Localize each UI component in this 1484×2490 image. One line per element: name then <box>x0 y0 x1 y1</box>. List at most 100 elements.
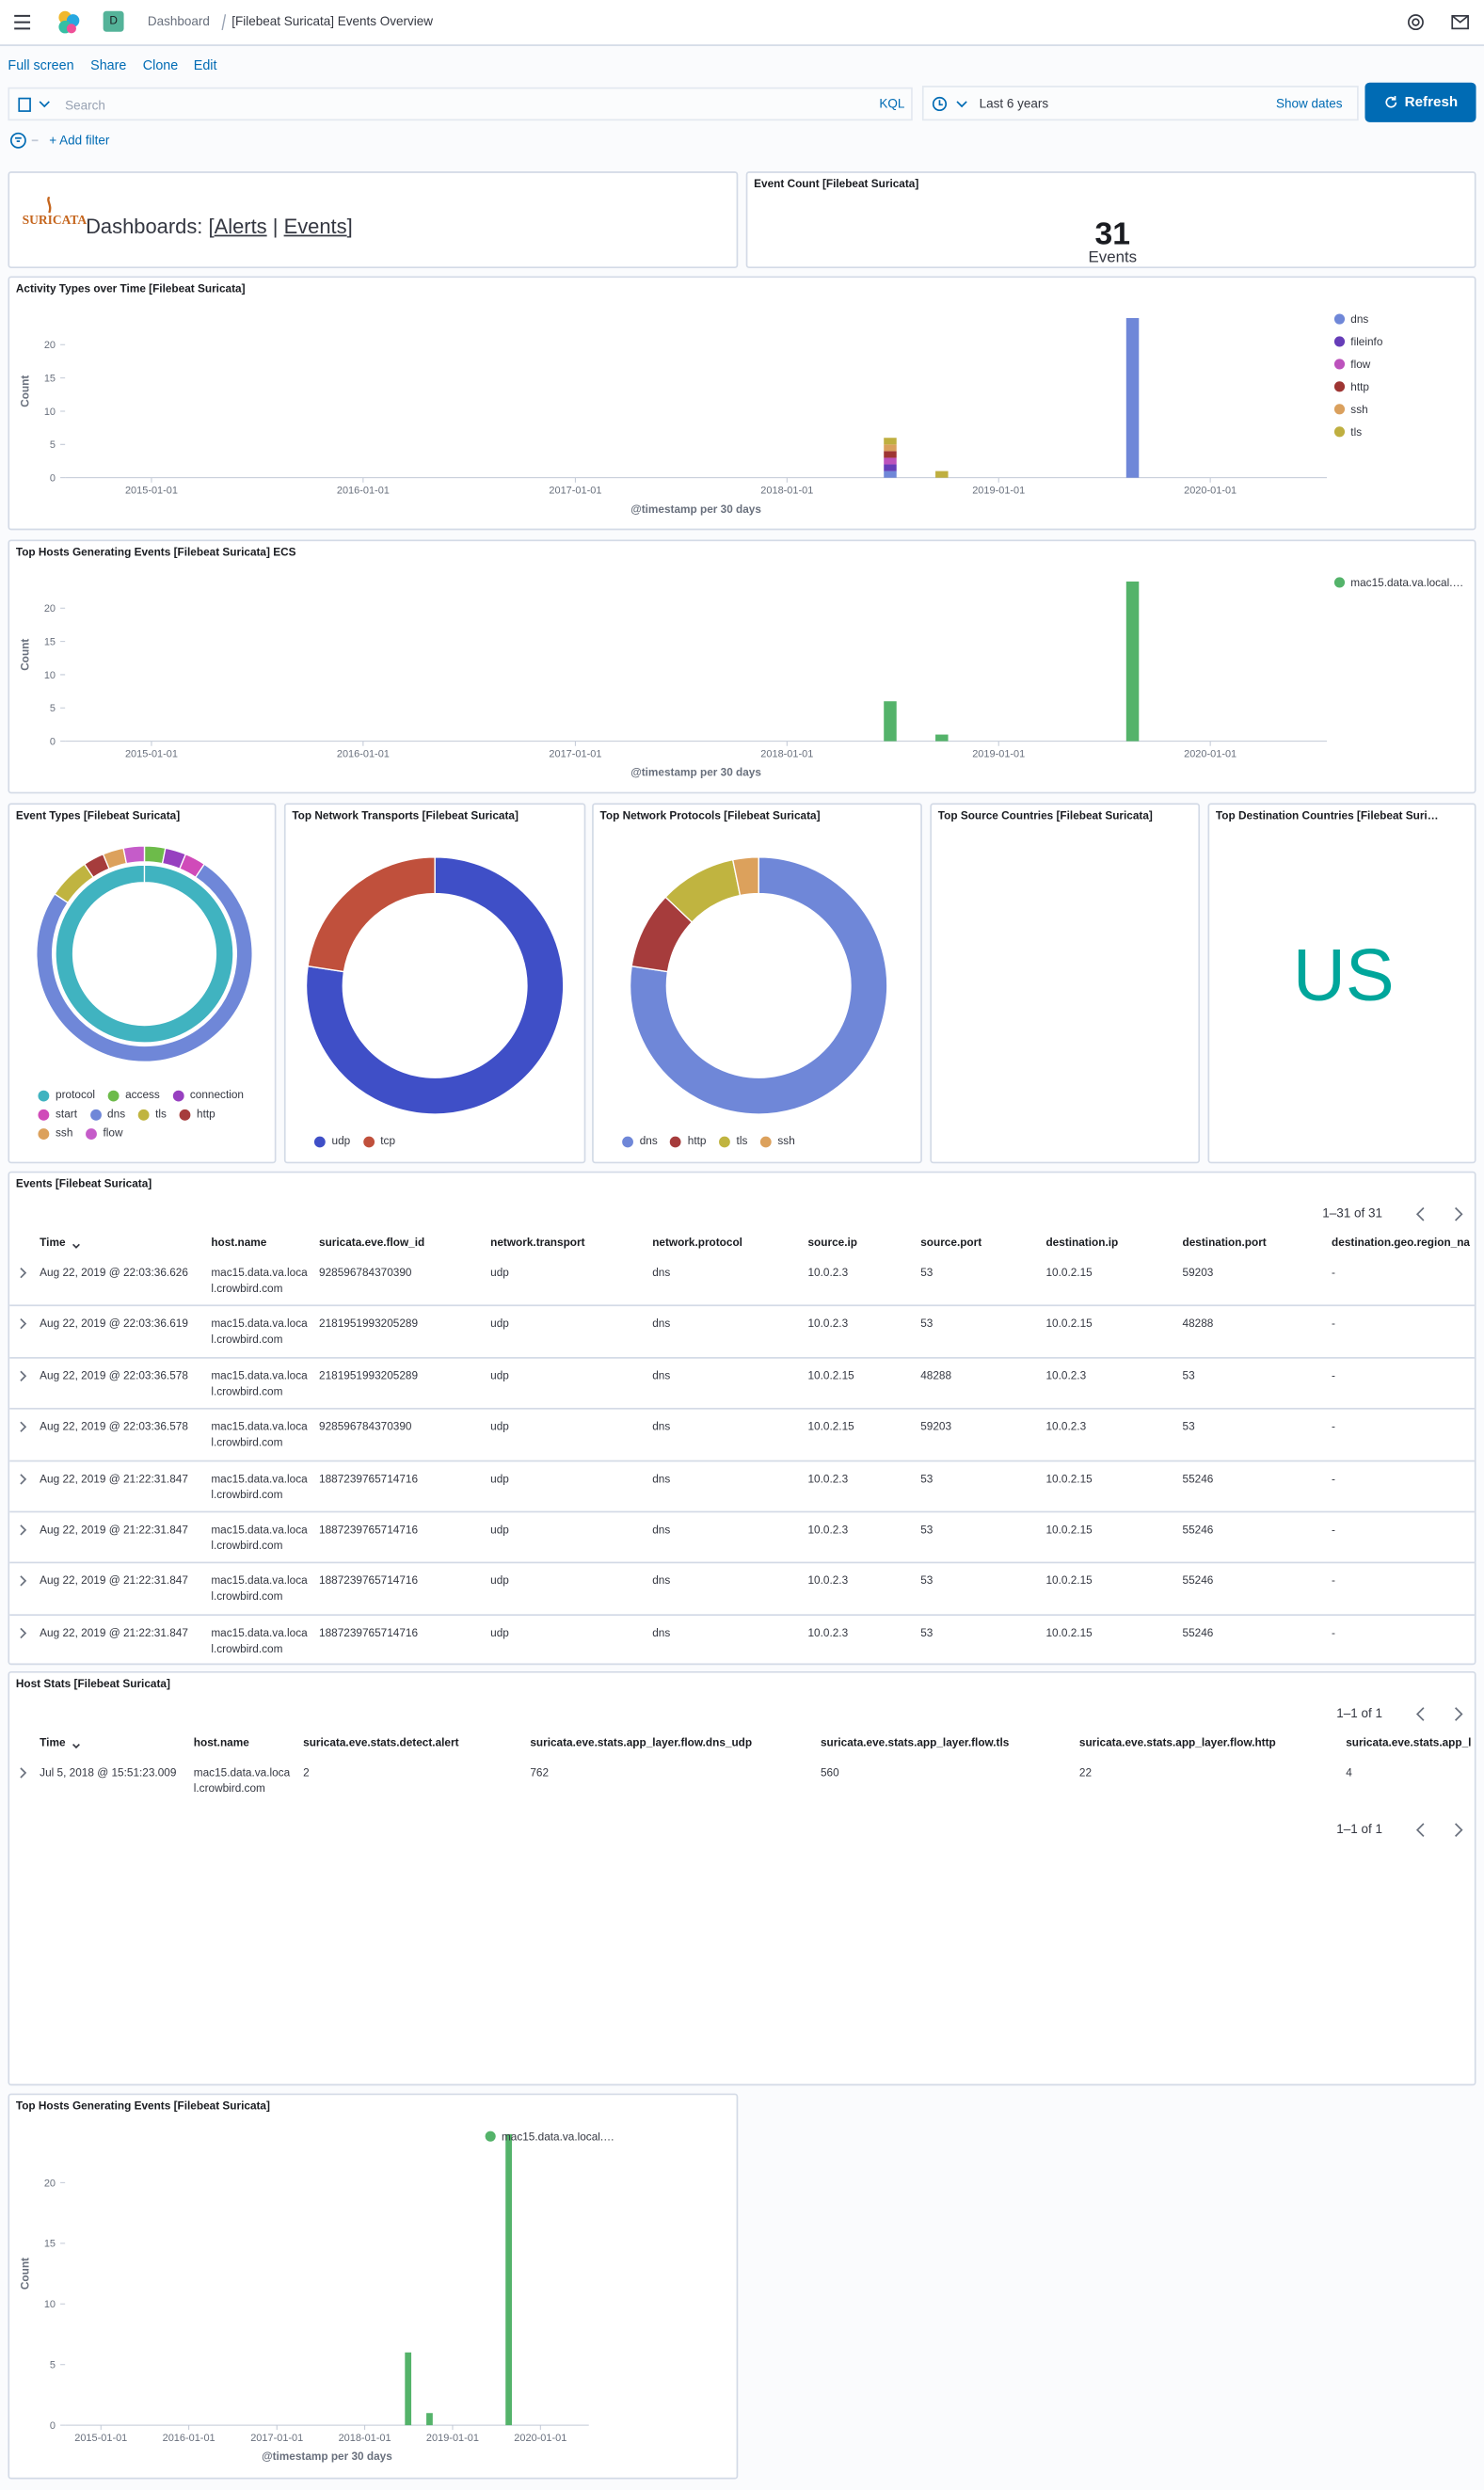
legend-item[interactable]: tls <box>137 1109 167 1121</box>
legend-label[interactable]: http <box>1350 380 1369 393</box>
next-page[interactable] <box>1455 1823 1463 1837</box>
bar[interactable] <box>884 471 897 478</box>
legend-label[interactable]: dns <box>1350 312 1368 326</box>
column-header[interactable]: network.protocol <box>652 1237 742 1250</box>
menu-link[interactable]: Share <box>90 56 127 73</box>
legend-item[interactable]: ssh <box>38 1128 72 1140</box>
bar[interactable] <box>884 438 897 445</box>
legend-item[interactable]: dns <box>622 1136 658 1148</box>
bar[interactable] <box>884 464 897 471</box>
pie-slice[interactable] <box>305 856 565 1115</box>
column-header[interactable]: source.port <box>920 1237 982 1250</box>
column-header[interactable]: Time <box>40 1737 66 1749</box>
column-header[interactable]: destination.port <box>1182 1237 1267 1250</box>
column-header[interactable]: suricata.eve.flow_id <box>319 1237 425 1250</box>
column-header[interactable]: source.ip <box>807 1237 857 1250</box>
search-placeholder[interactable]: Search <box>65 98 105 113</box>
search-bar[interactable]: Search KQL <box>8 87 913 121</box>
next-page[interactable] <box>1455 1206 1463 1221</box>
expand-row[interactable] <box>18 1369 27 1381</box>
saved-query-icon[interactable] <box>18 97 53 113</box>
pie-slice[interactable] <box>629 856 888 1115</box>
column-header[interactable]: suricata.eve.stats.detect.alert <box>303 1737 459 1749</box>
bar[interactable] <box>426 2413 433 2426</box>
legend-item[interactable]: start <box>38 1109 77 1121</box>
legend-item[interactable]: ssh <box>759 1136 795 1148</box>
next-page[interactable] <box>1455 1707 1463 1721</box>
legend-label[interactable]: mac15.data.va.local.… <box>1350 576 1463 589</box>
legend-item[interactable]: tcp <box>362 1136 395 1148</box>
prev-page[interactable] <box>1415 1707 1425 1721</box>
legend-label[interactable]: tls <box>1350 425 1362 439</box>
legend-label[interactable]: ssh <box>1350 403 1367 416</box>
bar[interactable] <box>884 701 897 742</box>
breadcrumb[interactable]: Dashboard <box>147 14 210 29</box>
legend-item[interactable]: dns <box>89 1109 125 1121</box>
column-header[interactable]: host.name <box>193 1737 249 1749</box>
legend-label[interactable]: flow <box>1350 358 1370 371</box>
menu-link[interactable]: Full screen <box>8 56 74 73</box>
legend-label[interactable]: fileinfo <box>1350 335 1383 348</box>
expand-row[interactable] <box>18 1626 27 1638</box>
show-dates[interactable]: Show dates <box>1276 96 1343 112</box>
bar[interactable] <box>1125 317 1140 478</box>
add-filter[interactable]: + Add filter <box>49 133 110 148</box>
bar[interactable] <box>884 457 897 465</box>
column-header[interactable]: suricata.eve.stats.app_layer.flow.dns_ud… <box>530 1737 753 1749</box>
legend-item[interactable]: http <box>670 1136 707 1148</box>
column-header[interactable]: network.transport <box>490 1237 585 1250</box>
expand-row[interactable] <box>18 1524 27 1536</box>
quick-menu-icon[interactable] <box>932 95 969 113</box>
expand-row[interactable] <box>18 1267 27 1279</box>
filter-icon[interactable] <box>9 132 41 150</box>
expand-row[interactable] <box>18 1472 27 1484</box>
menu-link[interactable]: Clone <box>142 56 179 73</box>
dashboard-link[interactable]: Alerts <box>214 214 267 238</box>
legend-item[interactable]: connection <box>172 1090 244 1102</box>
column-header[interactable]: suricata.eve.stats.app_layer.flow.tls <box>820 1737 1010 1749</box>
time-range[interactable]: Last 6 years <box>979 96 1049 112</box>
pie-slice[interactable] <box>307 856 436 973</box>
bar[interactable] <box>884 451 897 458</box>
time-picker[interactable]: Last 6 years Show dates <box>921 86 1359 121</box>
column-header[interactable]: suricata.eve.stats.app_layer.flow.http <box>1078 1737 1276 1749</box>
legend-item[interactable]: flow <box>85 1128 122 1140</box>
menu-button[interactable] <box>12 14 31 30</box>
query-language[interactable]: KQL <box>879 96 905 112</box>
legend-label[interactable]: mac15.data.va.local.… <box>502 2130 614 2143</box>
space-avatar[interactable]: D <box>103 10 124 32</box>
legend-item[interactable]: access <box>107 1090 160 1102</box>
bar[interactable] <box>884 444 897 452</box>
pie-slice[interactable] <box>36 863 253 1063</box>
expand-row[interactable] <box>18 1421 27 1433</box>
column-header[interactable]: host.name <box>211 1237 267 1250</box>
legend-item[interactable]: udp <box>313 1136 350 1148</box>
legend-item[interactable]: tls <box>719 1136 747 1148</box>
column-header[interactable]: destination.ip <box>1045 1237 1119 1250</box>
refresh-button[interactable]: Refresh <box>1364 82 1476 122</box>
column-header[interactable]: destination.geo.region_na <box>1332 1237 1471 1250</box>
legend-item[interactable]: http <box>179 1109 215 1121</box>
dashboard-link[interactable]: Events <box>283 214 347 238</box>
bar[interactable] <box>1125 581 1140 742</box>
column-header[interactable]: suricata.eve.stats.app_l <box>1346 1737 1472 1749</box>
help-icon[interactable] <box>1406 12 1425 31</box>
mail-icon[interactable] <box>1451 14 1470 30</box>
bar[interactable] <box>935 471 949 478</box>
legend-item[interactable]: protocol <box>38 1090 95 1102</box>
prev-page[interactable] <box>1415 1823 1425 1837</box>
bar[interactable] <box>405 2352 412 2426</box>
menu-link[interactable]: Edit <box>193 56 217 73</box>
kibana-logo[interactable] <box>56 9 81 35</box>
expand-row[interactable] <box>18 1575 27 1588</box>
bar[interactable] <box>505 2133 512 2426</box>
bar[interactable] <box>935 734 949 742</box>
expand-row[interactable] <box>18 1318 27 1331</box>
pie-slice[interactable] <box>731 856 759 897</box>
column-header[interactable]: Time <box>40 1237 66 1250</box>
pie-slice[interactable] <box>55 864 234 1044</box>
prev-page[interactable] <box>1415 1206 1425 1221</box>
expand-row[interactable] <box>18 1766 27 1779</box>
pie-slice[interactable] <box>122 845 146 865</box>
tag[interactable]: US <box>1292 933 1395 1016</box>
